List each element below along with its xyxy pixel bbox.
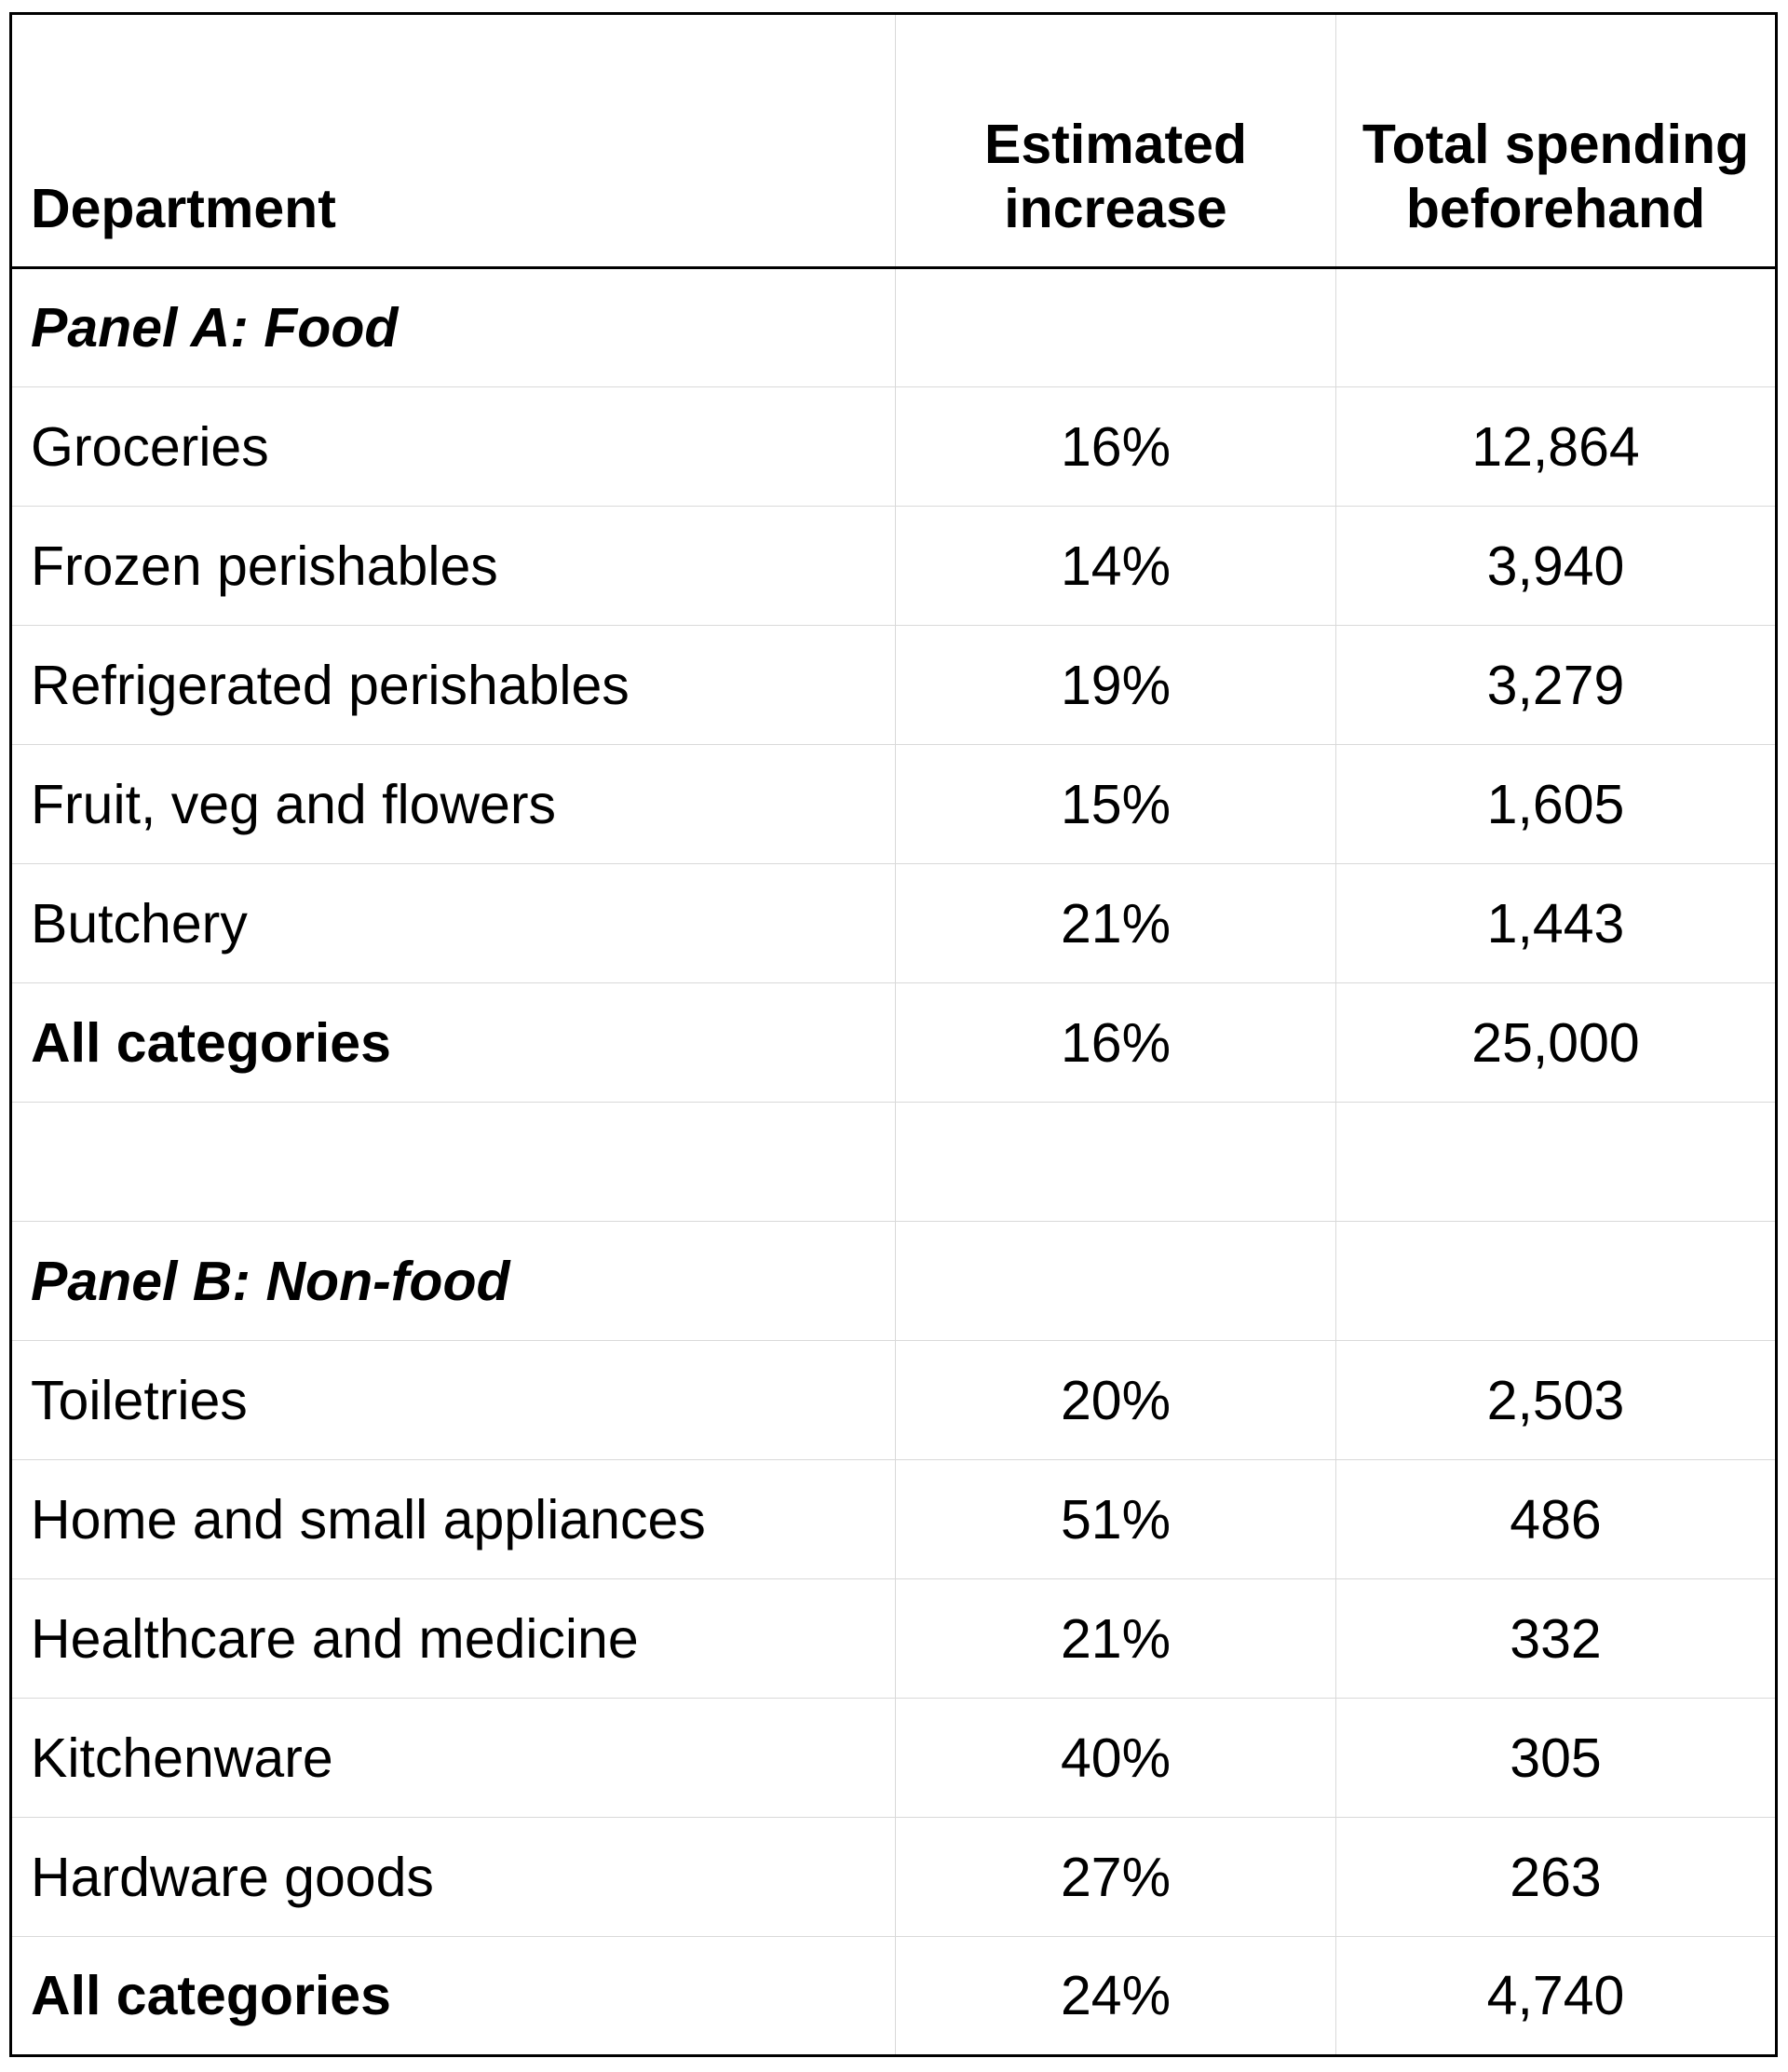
header-row: Department Estimated increase Total spen… xyxy=(10,13,1777,269)
cell-spending: 25,000 xyxy=(1335,982,1777,1103)
cell-increase: 20% xyxy=(895,1340,1336,1460)
cell-increase: 51% xyxy=(895,1459,1336,1579)
table-row-frozen-perishables: Frozen perishables 14% 3,940 xyxy=(10,506,1777,626)
cell-increase: 40% xyxy=(895,1698,1336,1818)
cell-department: Healthcare and medicine xyxy=(10,1578,896,1699)
header-department: Department xyxy=(10,13,896,269)
cell-department: Groceries xyxy=(10,386,896,507)
cell-increase: 16% xyxy=(895,386,1336,507)
cell-increase xyxy=(895,267,1336,387)
cell-increase: 24% xyxy=(895,1936,1336,2056)
header-total-spending: Total spending beforehand xyxy=(1335,13,1777,269)
cell-spending: 332 xyxy=(1335,1578,1777,1699)
cell-spending: 3,940 xyxy=(1335,506,1777,626)
cell-department: Fruit, veg and flowers xyxy=(10,744,896,864)
cell-spending: 4,740 xyxy=(1335,1936,1777,2056)
cell-spending: 486 xyxy=(1335,1459,1777,1579)
table-row-fruit-veg-flowers: Fruit, veg and flowers 15% 1,605 xyxy=(10,744,1777,864)
cell-increase: 19% xyxy=(895,625,1336,745)
table-row-butchery: Butchery 21% 1,443 xyxy=(10,863,1777,983)
cell-increase: 14% xyxy=(895,506,1336,626)
cell-department: Frozen perishables xyxy=(10,506,896,626)
cell-spending: 3,279 xyxy=(1335,625,1777,745)
cell-department: All categories xyxy=(10,1936,896,2056)
cell-department xyxy=(10,1102,896,1222)
cell-increase xyxy=(895,1221,1336,1341)
cell-department: Kitchenware xyxy=(10,1698,896,1818)
table-row-panel-b: Panel B: Non-food xyxy=(10,1221,1777,1341)
cell-spending xyxy=(1335,1221,1777,1341)
cell-increase: 21% xyxy=(895,1578,1336,1699)
cell-spending: 2,503 xyxy=(1335,1340,1777,1460)
cell-department: Butchery xyxy=(10,863,896,983)
cell-department: Hardware goods xyxy=(10,1817,896,1937)
cell-increase: 15% xyxy=(895,744,1336,864)
cell-spending: 1,605 xyxy=(1335,744,1777,864)
table-row-refrigerated-perishables: Refrigerated perishables 19% 3,279 xyxy=(10,625,1777,745)
cell-spending: 263 xyxy=(1335,1817,1777,1937)
cell-increase xyxy=(895,1102,1336,1222)
cell-spending: 12,864 xyxy=(1335,386,1777,507)
cell-increase: 21% xyxy=(895,863,1336,983)
department-spending-table: Department Estimated increase Total spen… xyxy=(9,12,1778,2057)
table-row-panel-a: Panel A: Food xyxy=(10,267,1777,387)
table-row-home-small-appliances: Home and small appliances 51% 486 xyxy=(10,1459,1777,1579)
cell-department: Home and small appliances xyxy=(10,1459,896,1579)
spending-table-container: Department Estimated increase Total spen… xyxy=(9,12,1778,2057)
cell-department: All categories xyxy=(10,982,896,1103)
table-row-spacer xyxy=(10,1102,1777,1222)
cell-department: Refrigerated perishables xyxy=(10,625,896,745)
cell-spending xyxy=(1335,267,1777,387)
table-row-toiletries: Toiletries 20% 2,503 xyxy=(10,1340,1777,1460)
cell-spending: 305 xyxy=(1335,1698,1777,1818)
table-row-kitchenware: Kitchenware 40% 305 xyxy=(10,1698,1777,1818)
table-row-healthcare-medicine: Healthcare and medicine 21% 332 xyxy=(10,1578,1777,1699)
table-row-all-categories-food: All categories 16% 25,000 xyxy=(10,982,1777,1103)
cell-increase: 27% xyxy=(895,1817,1336,1937)
table-row-hardware-goods: Hardware goods 27% 263 xyxy=(10,1817,1777,1937)
cell-increase: 16% xyxy=(895,982,1336,1103)
panel-b-label: Panel B: Non-food xyxy=(10,1221,896,1341)
cell-department: Toiletries xyxy=(10,1340,896,1460)
table-row-all-categories-nonfood: All categories 24% 4,740 xyxy=(10,1936,1777,2056)
panel-a-label: Panel A: Food xyxy=(10,267,896,387)
table-row-groceries: Groceries 16% 12,864 xyxy=(10,386,1777,507)
header-estimated-increase: Estimated increase xyxy=(895,13,1336,269)
cell-spending: 1,443 xyxy=(1335,863,1777,983)
cell-spending xyxy=(1335,1102,1777,1222)
